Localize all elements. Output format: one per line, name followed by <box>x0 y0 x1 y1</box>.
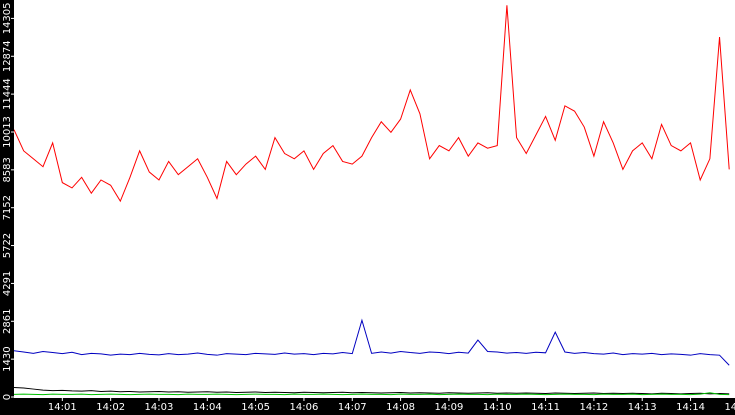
x-tick-label: 14:08 <box>386 402 415 413</box>
series-line <box>14 386 730 395</box>
x-tick-label: 14:02 <box>96 402 125 413</box>
x-tick-label: 14:12 <box>579 402 608 413</box>
y-tick-label: 8583 <box>2 157 13 182</box>
x-tick-label: 14:01 <box>48 402 77 413</box>
series-line <box>14 392 730 396</box>
series-line <box>14 318 730 366</box>
series-line <box>14 5 730 203</box>
x-tick-label: 14:10 <box>483 402 512 413</box>
x-tick-label: 14:07 <box>338 402 367 413</box>
y-tick-label: 7152 <box>2 195 13 220</box>
x-tick-label: 14:11 <box>531 402 560 413</box>
y-tick-label: 12874 <box>2 40 13 72</box>
plot-area <box>14 5 730 396</box>
y-tick-label: 5722 <box>2 233 13 258</box>
y-tick-label: 0 <box>2 394 13 400</box>
y-tick-label: 4291 <box>2 271 13 296</box>
x-tick-label: 14:06 <box>290 402 319 413</box>
x-tick-label: 14:03 <box>145 402 174 413</box>
x-tick-label: 14:09 <box>435 402 464 413</box>
y-tick-label: 1430 <box>2 346 13 371</box>
x-axis-strip <box>0 398 735 415</box>
y-tick-label: 11444 <box>2 78 13 110</box>
y-tick-label: 2861 <box>2 309 13 334</box>
x-tick-label: 14:15 <box>724 402 735 413</box>
y-tick-label: 14305 <box>2 2 13 34</box>
y-axis-strip <box>0 0 14 415</box>
y-tick-label: 10013 <box>2 116 13 148</box>
x-tick-label: 14:05 <box>241 402 270 413</box>
x-tick-label: 14:04 <box>193 402 222 413</box>
x-tick-label: 14:13 <box>628 402 657 413</box>
x-tick-label: 14:14 <box>676 402 705 413</box>
